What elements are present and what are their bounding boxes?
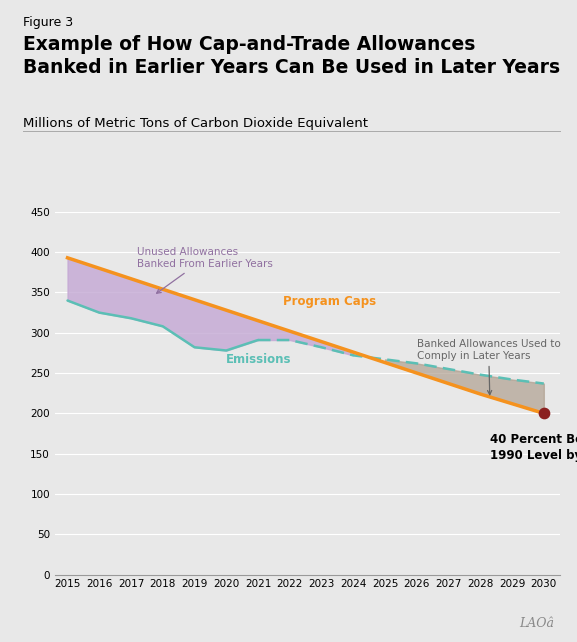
- Text: Figure 3: Figure 3: [23, 16, 73, 29]
- Text: Unused Allowances
Banked From Earlier Years: Unused Allowances Banked From Earlier Ye…: [137, 247, 273, 293]
- Text: 40 Percent Below
1990 Level by 2030: 40 Percent Below 1990 Level by 2030: [490, 433, 577, 462]
- Text: Millions of Metric Tons of Carbon Dioxide Equivalent: Millions of Metric Tons of Carbon Dioxid…: [23, 117, 368, 130]
- Text: Emissions: Emissions: [226, 353, 292, 367]
- Text: Banked Allowances Used to
Comply in Later Years: Banked Allowances Used to Comply in Late…: [417, 339, 560, 395]
- Point: [539, 408, 548, 419]
- Text: Example of How Cap-and-Trade Allowances
Banked in Earlier Years Can Be Used in L: Example of How Cap-and-Trade Allowances …: [23, 35, 560, 77]
- Text: Program Caps: Program Caps: [283, 295, 377, 308]
- Text: LAOâ: LAOâ: [519, 618, 554, 630]
